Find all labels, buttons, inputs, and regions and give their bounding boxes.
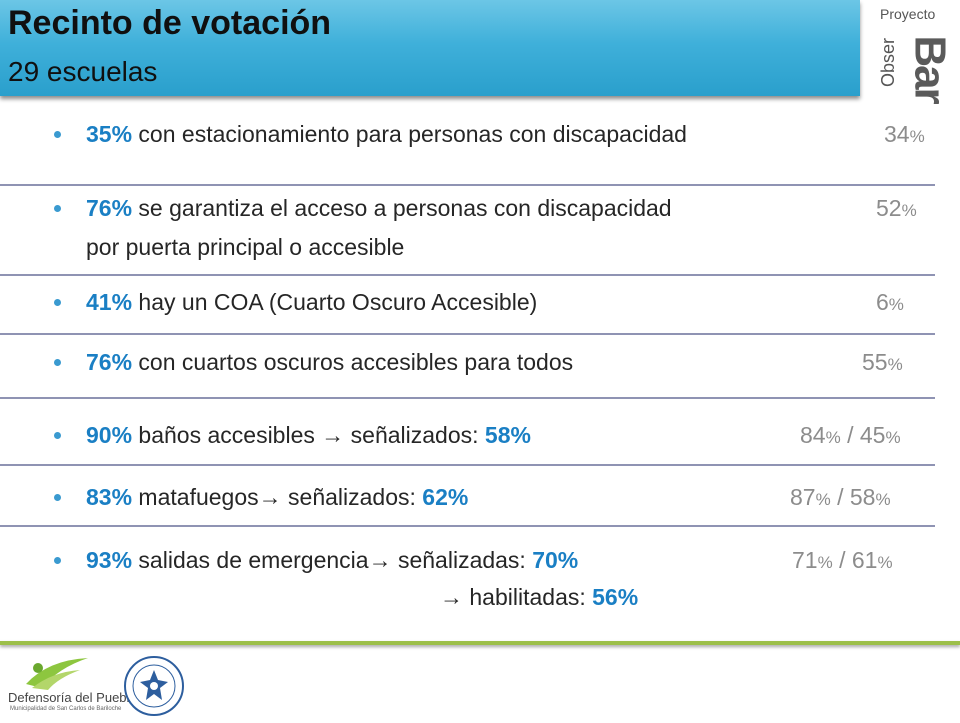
page-subtitle: 29 escuelas [8,56,158,87]
bullet-icon [54,432,61,439]
proyecto-observar-logo: Proyecto Obser Bar [868,0,960,103]
arrow-right-icon: → [321,422,345,448]
bullet-icon [54,205,61,212]
comparison-value: 55% [862,349,903,375]
list-item: 76% se garantiza el acceso a personas co… [86,195,672,221]
comparison-value: 71% / 61% [792,547,893,573]
defensoria-swoosh-icon [26,658,88,690]
title-banner: Recinto de votación 29 escuelas [0,0,860,96]
list-item: 41% hay un COA (Cuarto Oscuro Accesible) [86,289,538,315]
defensoria-name: Defensoría del Pueblo [8,690,137,705]
bullet-icon [54,557,61,564]
row-divider [0,333,935,335]
arrow-right-icon: → [258,484,282,510]
comparison-value: 34% [884,121,925,147]
list-item: 76% con cuartos oscuros accesibles para … [86,349,574,375]
comparison-value: 84% / 45% [800,422,901,448]
logo-bar-text: Bar [905,35,955,103]
logo-proyecto-text: Proyecto [880,6,936,22]
footer-divider [0,641,960,645]
logo-obser-text: Obser [878,37,899,88]
list-item: 35% con estacionamiento para personas co… [86,121,687,147]
list-item-continuation: → habilitadas: 56% [440,584,639,610]
list-item: 93% salidas de emergencia→ señalizadas: … [86,547,579,573]
list-item: 83% matafuegos→ señalizados: 62% [86,484,469,510]
university-seal-icon [124,656,184,716]
row-divider [0,397,935,399]
list-item: 90% baños accesibles → señalizados: 58% [86,422,531,448]
bullet-icon [54,359,61,366]
row-divider [0,184,935,186]
row-divider [0,274,935,276]
list-item-continuation: por puerta principal o accesible [86,234,405,260]
comparison-value: 52% [876,195,917,221]
arrow-right-icon: → [368,547,392,573]
arrow-right-icon: → [440,584,463,610]
row-divider [0,525,935,527]
comparison-value: 6% [876,289,904,315]
university-seal [122,654,186,718]
bullet-icon [54,299,61,306]
bullet-icon [54,494,61,501]
bullet-icon [54,131,61,138]
defensoria-logo: Defensoría del Pueblo Municipalidad de S… [8,654,137,716]
row-divider [0,464,935,466]
comparison-value: 87% / 58% [790,484,891,510]
defensoria-subname: Municipalidad de San Carlos de Bariloche [10,706,122,712]
page-title: Recinto de votación [8,4,332,42]
